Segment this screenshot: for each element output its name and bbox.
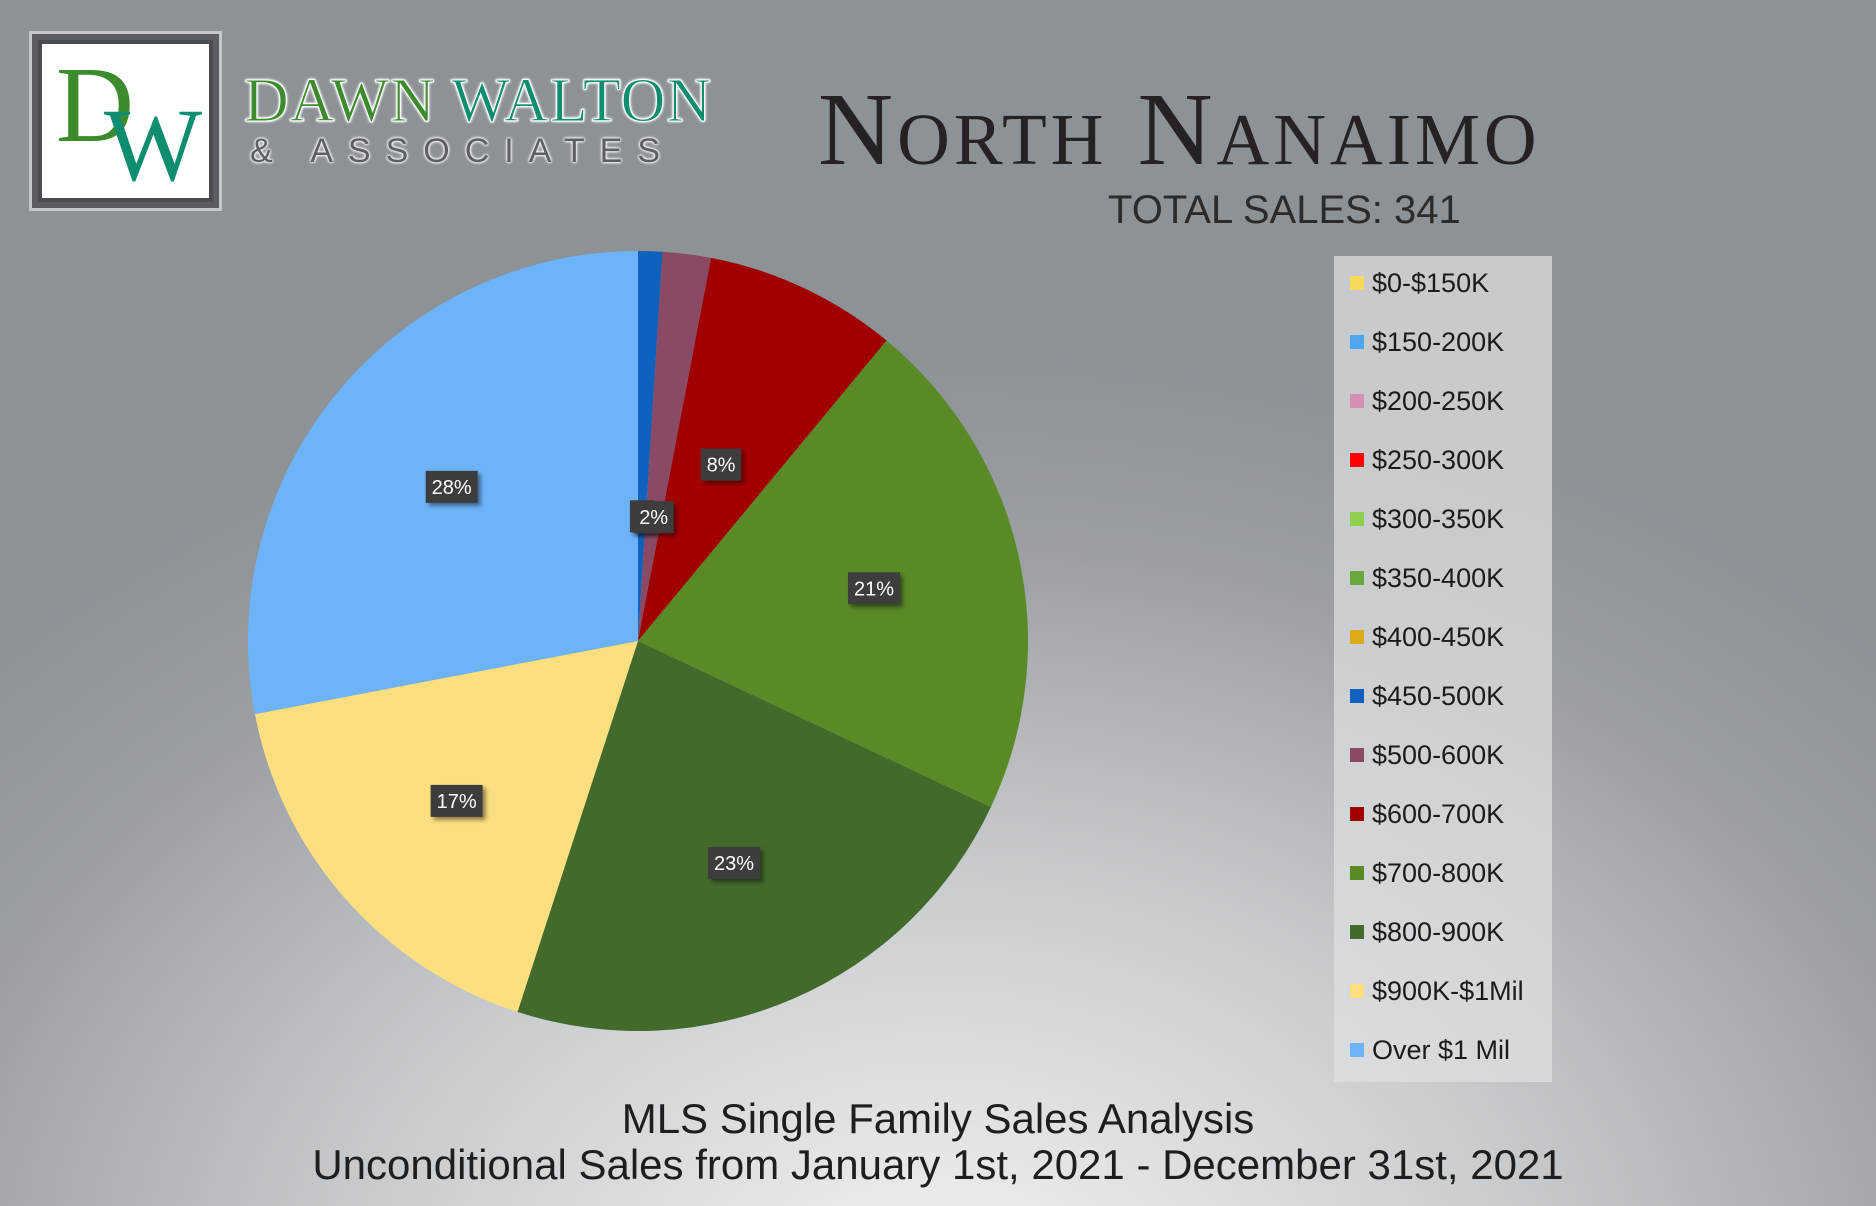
svg-text:2%: 2% (639, 507, 668, 529)
legend-item-8: $500-600K (1350, 740, 1504, 770)
legend-swatch (1350, 748, 1364, 762)
logo: D W (29, 31, 222, 211)
legend-item-6: $400-450K (1350, 622, 1504, 652)
pie-label-10: 21% (847, 572, 900, 605)
legend-label: $900K-$1Mil (1372, 975, 1524, 1006)
pie-label-13: 28% (425, 470, 478, 503)
pie-slice-9 (638, 257, 887, 641)
legend-label: $350-400K (1372, 562, 1505, 593)
logo-monogram: D W (38, 40, 213, 202)
legend-item-12: $900K-$1Mil (1350, 976, 1524, 1006)
legend-label: $500-600K (1372, 739, 1505, 770)
legend-swatch (1350, 453, 1364, 467)
legend-swatch (1350, 925, 1364, 939)
legend-swatch (1350, 276, 1364, 290)
brand-name: DAWN WALTON (244, 67, 713, 135)
legend-label: $450-500K (1372, 680, 1505, 711)
pie-label-8: 2% (633, 501, 674, 534)
pie-slice-10 (638, 340, 1028, 808)
legend-label: $600-700K (1372, 798, 1505, 829)
legend-swatch (1350, 571, 1364, 585)
svg-text:8%: 8% (707, 455, 736, 477)
legend-swatch (1350, 689, 1364, 703)
legend-item-1: $150-200K (1350, 327, 1504, 357)
legend-swatch (1350, 394, 1364, 408)
legend-swatch (1350, 1043, 1364, 1057)
svg-text:17%: 17% (437, 791, 477, 813)
legend-swatch (1350, 630, 1364, 644)
chart-legend: $0-$150K $150-200K $200-250K $250-300K $300-… (1334, 256, 1552, 1082)
svg-text:21%: 21% (854, 578, 894, 600)
legend-label: Over $1 Mil (1372, 1034, 1511, 1065)
total-sales: TOTAL SALES: 341 (1108, 188, 1461, 232)
legend-label: $150-200K (1372, 326, 1505, 357)
legend-label: $200-250K (1372, 385, 1505, 416)
page-title: North Nanaimo (818, 72, 1541, 187)
footer-analysis-title: MLS Single Family Sales Analysis (621, 1095, 1255, 1142)
legend-label: $700-800K (1372, 857, 1505, 888)
pie-slice-12 (254, 641, 639, 1012)
legend-item-3: $250-300K (1350, 445, 1504, 475)
legend-item-2: $200-250K (1350, 386, 1504, 416)
legend-item-4: $300-350K (1350, 504, 1504, 534)
brand-subtitle: & ASSOCIATES (250, 132, 676, 170)
legend-swatch (1350, 984, 1364, 998)
pie-label-11: 23% (708, 846, 761, 879)
svg-text:23%: 23% (714, 853, 754, 875)
pie-label-12: 17% (430, 784, 483, 817)
legend-label: $250-300K (1372, 444, 1505, 475)
pie-slice-11 (517, 641, 991, 1031)
logo-letter-d: D (56, 46, 134, 165)
legend-swatch (1350, 866, 1364, 880)
legend-label: $300-350K (1372, 503, 1505, 534)
brand-name-last: WALTON (451, 67, 713, 135)
legend-item-0: $0-$150K (1350, 268, 1489, 298)
pie-label-9: 8% (701, 448, 742, 481)
legend-label: $400-450K (1372, 621, 1505, 652)
legend-swatch (1350, 807, 1364, 821)
legend-item-10: $700-800K (1350, 858, 1504, 888)
footer-date-range: Unconditional Sales from January 1st, 20… (312, 1141, 1564, 1188)
pie-slice-7 (638, 251, 663, 641)
legend-item-13: Over $1 Mil (1350, 1035, 1510, 1065)
legend-item-11: $800-900K (1350, 917, 1504, 947)
pie-slice-8 (638, 251, 712, 641)
legend-label: $0-$150K (1372, 267, 1490, 298)
svg-text:28%: 28% (432, 477, 472, 499)
logo-letter-w: W (104, 88, 203, 203)
legend-item-5: $350-400K (1350, 563, 1504, 593)
legend-item-7: $450-500K (1350, 681, 1504, 711)
legend-swatch (1350, 335, 1364, 349)
legend-label: $800-900K (1372, 916, 1505, 947)
brand-name-first: DAWN (244, 67, 436, 135)
legend-item-9: $600-700K (1350, 799, 1504, 829)
legend-swatch (1350, 512, 1364, 526)
